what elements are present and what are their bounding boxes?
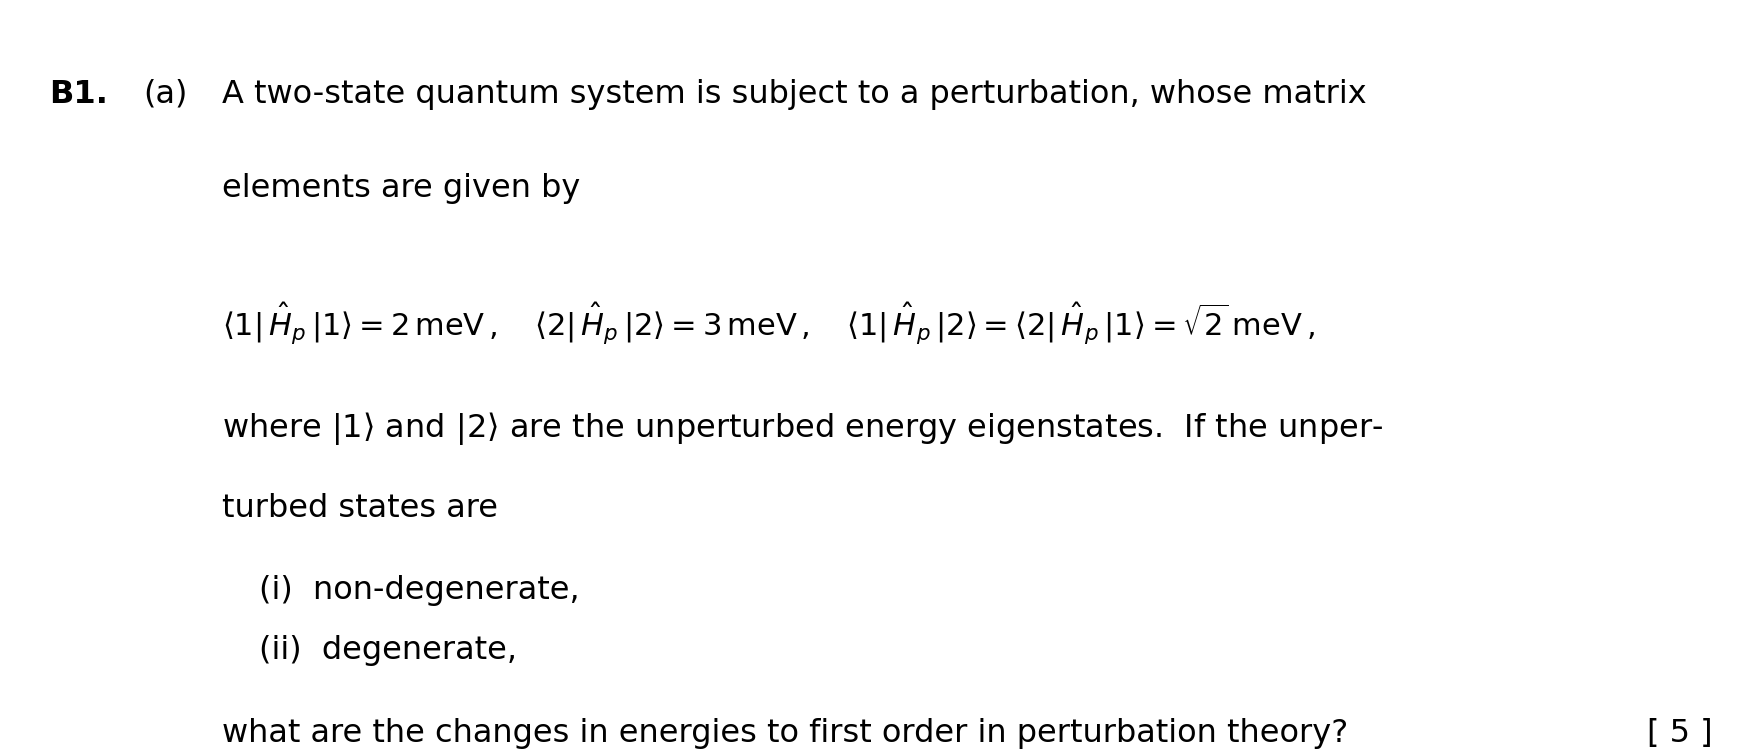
Text: (a): (a) bbox=[143, 79, 187, 110]
Text: [ 5 ]: [ 5 ] bbox=[1647, 718, 1713, 749]
Text: $\langle 1|\,\hat{H}_p\,|1\rangle = 2\,\mathrm{meV}\,,\quad \langle 2|\,\hat{H}_: $\langle 1|\,\hat{H}_p\,|1\rangle = 2\,\… bbox=[222, 301, 1314, 347]
Text: where $|1\rangle$ and $|2\rangle$ are the unperturbed energy eigenstates.  If th: where $|1\rangle$ and $|2\rangle$ are th… bbox=[222, 410, 1383, 447]
Text: A two-state quantum system is subject to a perturbation, whose matrix: A two-state quantum system is subject to… bbox=[222, 79, 1367, 110]
Text: (ii)  degenerate,: (ii) degenerate, bbox=[259, 635, 517, 666]
Text: what are the changes in energies to first order in perturbation theory?: what are the changes in energies to firs… bbox=[222, 718, 1348, 749]
Text: elements are given by: elements are given by bbox=[222, 173, 580, 204]
Text: (i)  non-degenerate,: (i) non-degenerate, bbox=[259, 575, 579, 606]
Text: B1.: B1. bbox=[49, 79, 108, 110]
Text: turbed states are: turbed states are bbox=[222, 493, 498, 523]
